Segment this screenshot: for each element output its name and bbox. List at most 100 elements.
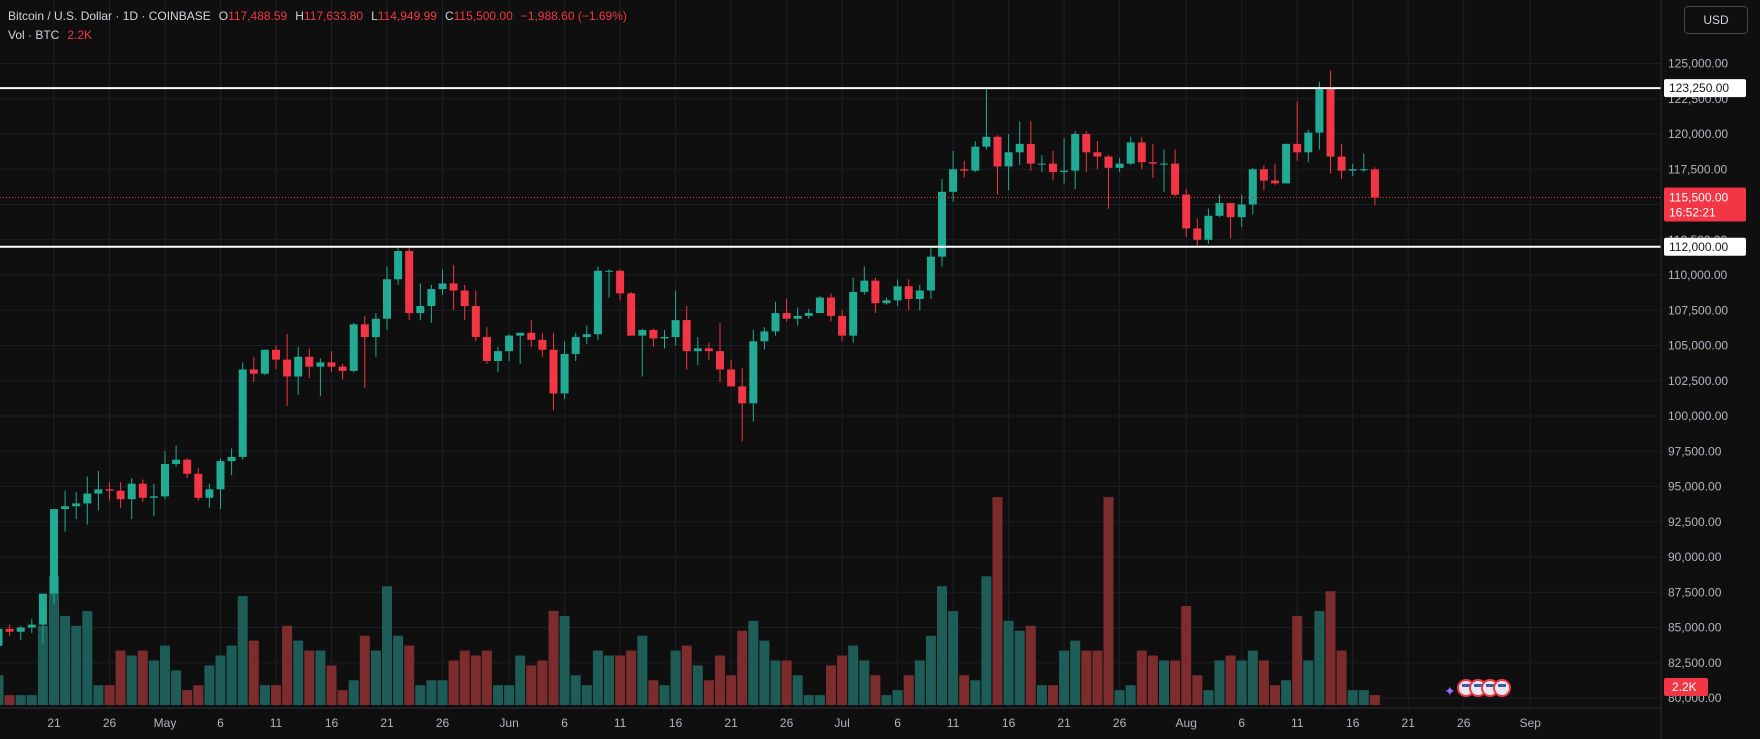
time-axis[interactable]: 21 26 May 6 11 16 21 26 Jun 6 11 16 21 26 Jul 6 11 16 21 26… — [47, 716, 1541, 730]
volume-bar — [715, 655, 725, 705]
candle-body — [716, 351, 724, 370]
volume-bar — [1347, 690, 1358, 705]
candle-body — [882, 300, 891, 304]
high-value: 117,633.80 — [303, 9, 364, 23]
volume-bar — [37, 625, 48, 705]
volume-bar — [171, 670, 182, 705]
candle-body — [915, 290, 924, 299]
volume-bar — [404, 645, 415, 705]
volume-bar — [626, 650, 637, 705]
candle-body — [116, 490, 125, 500]
flag-canton — [1462, 684, 1470, 687]
candle-body — [405, 251, 414, 314]
price-tick-label: 105,000.00 — [1668, 339, 1728, 353]
candle-body — [1071, 134, 1080, 171]
volume-bar — [959, 675, 970, 705]
candle-body — [1359, 169, 1368, 171]
us-flag-event-icon — [1493, 679, 1511, 697]
candle-body — [1148, 162, 1157, 164]
volume-bar — [1303, 660, 1314, 705]
candle-body — [1093, 152, 1102, 157]
candle-body — [438, 283, 447, 290]
candle-body — [305, 356, 314, 367]
candle-body — [649, 329, 658, 339]
candle-body — [738, 386, 747, 404]
price-tick-label: 100,000.00 — [1668, 409, 1728, 423]
volume-bar — [637, 635, 648, 705]
low-value: 114,949.99 — [377, 9, 437, 23]
candle-body — [727, 369, 736, 387]
volume-bar — [1025, 625, 1036, 705]
candle-body — [938, 191, 946, 257]
candle-body — [105, 489, 114, 491]
candle-body — [1259, 169, 1268, 181]
volume-bar — [1336, 650, 1347, 705]
price-tick-label: 107,500.00 — [1668, 303, 1728, 317]
time-tick-label: Sep — [1520, 716, 1542, 730]
candle-body — [782, 313, 791, 319]
volume-bar — [914, 660, 925, 705]
candle-body — [27, 624, 36, 628]
volume-label[interactable]: Vol · BTC — [8, 28, 60, 42]
candle-body — [605, 270, 613, 272]
volume-bar — [1136, 650, 1147, 705]
volume-bar — [1192, 675, 1203, 705]
currency-button[interactable]: USD — [1684, 6, 1748, 34]
time-tick-label: 11 — [947, 716, 960, 730]
candle-body — [1204, 215, 1213, 240]
candle-body — [38, 593, 47, 625]
volume-bar — [1014, 630, 1025, 705]
volume-legend: Vol · BTC 2.2K — [8, 28, 92, 42]
candle-body — [1237, 204, 1246, 218]
volume-bar — [1147, 655, 1158, 705]
candle-body — [260, 349, 269, 374]
candle-body — [771, 313, 780, 332]
time-tick-label: 16 — [1002, 716, 1016, 730]
candle-body — [1304, 132, 1313, 153]
time-tick-label: 26 — [1457, 716, 1471, 730]
candle-body — [460, 290, 469, 307]
candle-body — [1370, 169, 1379, 198]
time-tick-label: 11 — [270, 716, 283, 730]
volume-bar — [770, 660, 781, 705]
volume-bar — [4, 695, 15, 705]
candle-body — [582, 334, 591, 338]
volume-badge-bg — [1664, 678, 1708, 696]
close-value: 115,500.00 — [453, 9, 513, 23]
volume-bar — [1114, 690, 1125, 705]
volume-bar — [148, 660, 159, 705]
volume-badge: 2.2K — [1672, 680, 1697, 694]
horizontal-levels[interactable] — [0, 87, 1661, 248]
volume-bar — [304, 650, 315, 705]
volume-bar — [826, 665, 836, 705]
candle-body — [904, 286, 913, 299]
time-tick-label: 26 — [103, 716, 117, 730]
volume-bar — [470, 655, 481, 705]
volume-bar — [1325, 591, 1336, 705]
candle-body — [50, 509, 58, 594]
time-tick-label: 6 — [217, 716, 224, 730]
candle-body — [660, 337, 669, 339]
candle-body — [471, 306, 480, 338]
volume-bar — [570, 675, 581, 705]
candle-body — [527, 332, 536, 340]
volume-bar — [348, 680, 359, 705]
price-candles — [0, 70, 1379, 646]
volume-bar — [481, 650, 492, 705]
volume-bar — [515, 655, 526, 705]
volume-bar — [82, 610, 93, 705]
volume-bar — [60, 615, 71, 705]
price-tick-label: 117,500.00 — [1668, 162, 1727, 176]
candle-body — [1315, 87, 1324, 133]
symbol-title[interactable]: Bitcoin / U.S. Dollar · 1D · COINBASE — [8, 9, 211, 23]
candle-body — [871, 280, 880, 304]
volume-bar — [1081, 650, 1092, 705]
economic-event-markers[interactable]: ✦ — [1444, 679, 1511, 699]
volume-bar — [703, 680, 714, 705]
candle-body — [149, 496, 158, 498]
price-tick-label: 92,500.00 — [1668, 515, 1722, 529]
candle-body — [161, 463, 169, 497]
upper-level-badge: 123,250.00 — [1669, 81, 1729, 95]
